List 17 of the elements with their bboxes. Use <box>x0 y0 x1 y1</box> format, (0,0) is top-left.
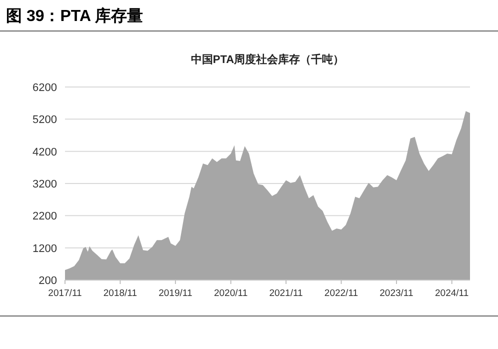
x-tick-label: 2020/11 <box>214 288 248 299</box>
x-tick-label: 2019/11 <box>158 288 192 299</box>
chart-title: 图 39：PTA 库存量 <box>6 7 143 25</box>
y-tick-label: 5200 <box>32 114 57 126</box>
x-tick-label: 2022/11 <box>324 288 358 299</box>
x-tick-label: 2021/11 <box>269 288 303 299</box>
x-tick-label: 2024/11 <box>435 288 469 299</box>
y-tick-label: 1200 <box>32 242 57 255</box>
x-tick-label: 2018/11 <box>103 288 138 299</box>
x-tick-label: 2017/11 <box>48 288 82 299</box>
y-tick-label: 200 <box>38 275 57 287</box>
y-tick-label: 4200 <box>32 146 57 158</box>
y-tick-label: 3200 <box>32 178 57 190</box>
y-tick-label: 6200 <box>32 82 57 94</box>
y-tick-label: 2200 <box>32 210 57 223</box>
x-tick-label: 2023/11 <box>380 288 414 299</box>
chart-subtitle: 中国PTA周度社会库存（千吨） <box>190 53 344 66</box>
